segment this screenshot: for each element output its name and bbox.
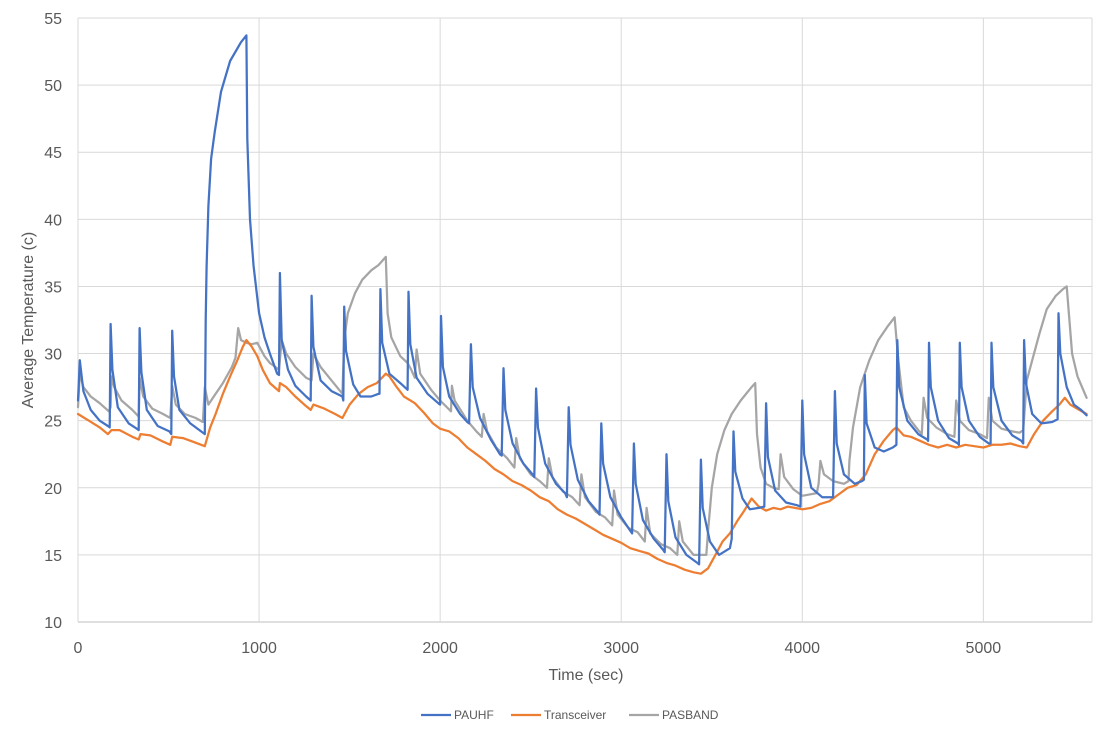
x-tick-label: 5000 [966, 640, 1002, 657]
y-tick-label: 40 [44, 212, 62, 229]
y-axis-title: Average Temperature (c) [20, 232, 37, 408]
legend-label: PAUHF [454, 708, 494, 722]
x-tick-label: 3000 [603, 640, 639, 657]
x-axis-title: Time (sec) [549, 667, 624, 684]
legend-item-transceiver: Transceiver [511, 708, 606, 722]
y-tick-label: 55 [44, 11, 62, 28]
y-tick-label: 25 [44, 414, 62, 431]
vertical-gridlines [77, 18, 1093, 622]
y-tick-label: 10 [44, 615, 62, 632]
legend-item-pasband: PASBAND [629, 708, 719, 722]
y-tick-label: 20 [44, 481, 62, 498]
legend-label: PASBAND [662, 708, 719, 722]
legend-item-pauhf: PAUHF [421, 708, 494, 722]
series-lines [76, 34, 1088, 575]
x-tick-label: 2000 [422, 640, 458, 657]
y-tick-label: 35 [44, 279, 62, 296]
horizontal-gridlines [78, 17, 1092, 623]
y-tick-label: 15 [44, 548, 62, 565]
y-tick-label: 30 [44, 347, 62, 364]
y-tick-label: 45 [44, 145, 62, 162]
x-tick-label: 1000 [241, 640, 277, 657]
series-line-pauhf [76, 34, 1088, 566]
x-tick-label: 4000 [784, 640, 820, 657]
series-line-transceiver [76, 338, 1088, 575]
y-tick-label: 50 [44, 78, 62, 95]
series-line-pasband [76, 255, 1088, 557]
x-axis-tick-labels: 0 1000 2000 3000 4000 5000 [74, 640, 1002, 657]
legend: PAUHF Transceiver PASBAND [421, 708, 719, 722]
legend-label: Transceiver [544, 708, 606, 722]
x-tick-label: 0 [74, 640, 83, 657]
y-axis-tick-labels: 10 15 20 25 30 35 40 45 50 55 [44, 11, 62, 632]
